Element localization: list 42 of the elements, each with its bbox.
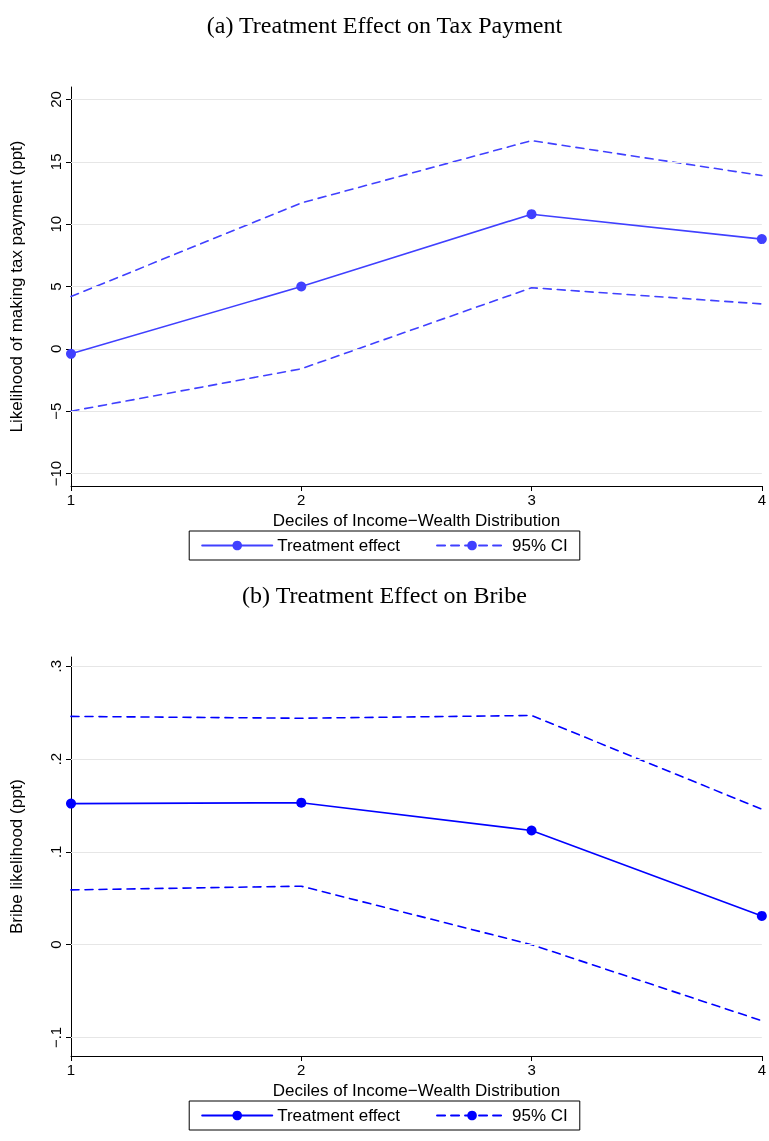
chart-title: (a) Treatment Effect on Tax Payment — [206, 12, 563, 38]
y-axis-title: Likelihood of making tax payment (ppt) — [7, 140, 26, 433]
x-tick-label: 4 — [757, 1061, 766, 1078]
point — [756, 234, 767, 245]
x-axis-title: Deciles of Income−Wealth Distribution — [272, 510, 561, 530]
y-tick-label: 5 — [47, 282, 64, 291]
x-tick-label: 1 — [66, 1061, 76, 1078]
y-tick-label: −10 — [47, 460, 64, 487]
legend-label: Treatment effect — [277, 536, 401, 555]
x-tick-label: 2 — [297, 1061, 306, 1078]
x-tick-label: 1 — [66, 491, 76, 508]
line-series — [70, 286, 763, 412]
x-tick-label: 3 — [527, 1061, 536, 1078]
y-tick-label: −5 — [47, 402, 64, 420]
legend-label: 95% CI — [512, 536, 568, 555]
x-tick-label: 3 — [527, 491, 536, 508]
y-tick-label: 0 — [47, 940, 64, 949]
point — [526, 209, 537, 220]
x-axis-title: Deciles of Income−Wealth Distribution — [272, 1080, 561, 1100]
line-series — [70, 139, 763, 298]
y-tick-label: .1 — [47, 845, 64, 859]
point — [296, 797, 307, 808]
point — [66, 798, 76, 809]
point — [756, 910, 767, 921]
line-series — [70, 885, 763, 1022]
y-axis-title: Bribe likelihood (ppt) — [7, 779, 26, 934]
y-tick-label: 15 — [47, 153, 64, 171]
y-tick-label: −.1 — [47, 1026, 64, 1049]
line-series — [70, 714, 763, 810]
point — [296, 281, 307, 292]
y-tick-label: .2 — [47, 752, 64, 766]
point — [66, 348, 76, 359]
legend-label: 95% CI — [512, 1106, 568, 1125]
y-tick-label: 10 — [47, 215, 64, 233]
chart-title: (b) Treatment Effect on Bribe — [242, 582, 527, 608]
y-tick-label: 0 — [47, 344, 64, 354]
y-tick-label: 20 — [47, 91, 64, 108]
x-tick-label: 4 — [757, 491, 766, 508]
point — [526, 825, 537, 836]
legend-label: Treatment effect — [277, 1106, 401, 1125]
y-tick-label: .3 — [47, 660, 64, 673]
x-tick-label: 2 — [297, 491, 306, 508]
